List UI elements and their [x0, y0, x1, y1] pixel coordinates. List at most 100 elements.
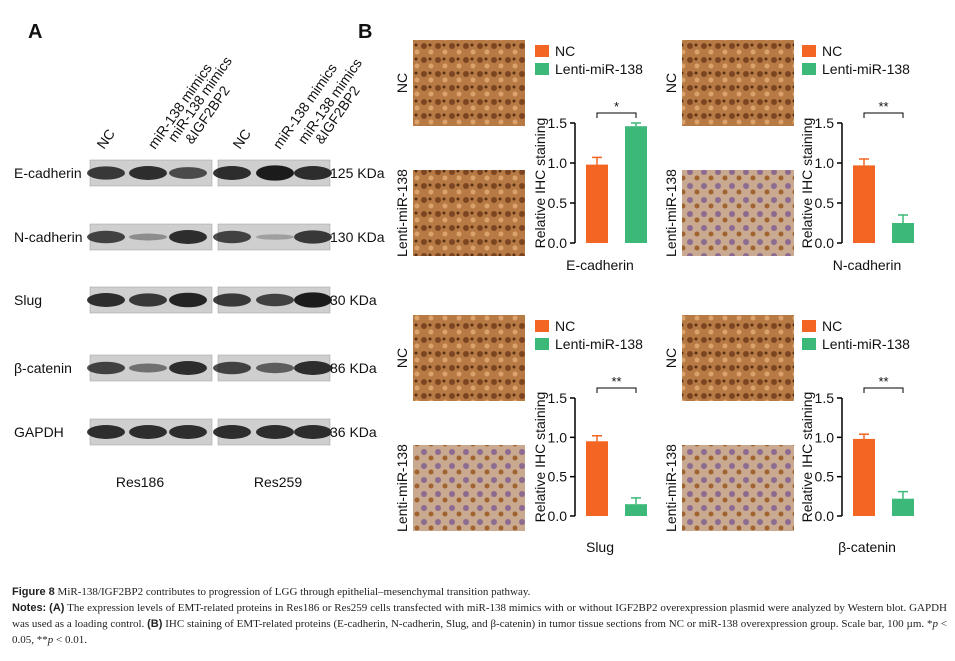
note-italic: p — [932, 618, 938, 630]
legend-swatch — [802, 338, 816, 350]
blot-band — [169, 425, 207, 439]
blot-band — [169, 167, 207, 179]
y-tick-label: 1.5 — [548, 390, 568, 406]
legend-label: Lenti-miR-138 — [822, 336, 910, 352]
caption-title: MiR-138/IGF2BP2 contributes to progressi… — [54, 586, 531, 598]
y-axis-label: Relative IHC staining — [799, 118, 815, 249]
legend-swatch — [802, 320, 816, 332]
legend-label: NC — [555, 318, 575, 334]
protein-label: β-catenin — [14, 360, 72, 376]
size-label: 30 KDa — [330, 292, 377, 308]
ihc-image — [682, 40, 794, 126]
blot-band — [294, 425, 332, 439]
row-label: NC — [394, 73, 410, 93]
size-label: 86 KDa — [330, 360, 377, 376]
bar — [586, 441, 608, 516]
cell-line-label: Res186 — [116, 474, 164, 490]
protein-label: Slug — [14, 292, 42, 308]
row-label: NC — [663, 348, 679, 368]
blot-band — [87, 425, 125, 439]
y-tick-label: 1.0 — [815, 155, 835, 171]
blot-band — [294, 361, 332, 375]
row-label: Lenti-miR-138 — [394, 169, 410, 257]
blot-band — [129, 233, 167, 241]
y-tick-label: 0.5 — [815, 469, 835, 485]
ihc-image — [413, 40, 525, 126]
panel-label: B — [358, 21, 372, 43]
x-axis-label: Slug — [586, 539, 614, 555]
note-text: IHC staining of EMT-related proteins (E-… — [162, 618, 933, 630]
blot-band — [294, 230, 332, 244]
blot-band — [87, 293, 125, 307]
legend-swatch — [535, 320, 549, 332]
legend-swatch — [535, 45, 549, 57]
blot-band — [87, 230, 125, 244]
sig-bracket — [596, 387, 637, 393]
blot-band — [213, 425, 251, 439]
blot-band — [256, 165, 294, 181]
figure: A B E-cadherin 125 KDa N-cadherin 130 KDa Sl… — [14, 21, 914, 555]
legend-label: NC — [822, 318, 842, 334]
y-tick-label: 1.0 — [548, 429, 568, 445]
blot-band — [169, 292, 207, 308]
y-axis-label: Relative IHC staining — [532, 118, 548, 249]
sig-label: * — [614, 99, 619, 114]
blot-band — [213, 166, 251, 180]
blot-band — [294, 166, 332, 180]
protein-label: E-cadherin — [14, 165, 82, 181]
bar — [625, 504, 647, 516]
sig-label: ** — [611, 374, 621, 389]
sig-label: ** — [878, 99, 888, 114]
ihc-image — [682, 315, 794, 401]
y-tick-label: 0.5 — [815, 195, 835, 211]
blot-band — [294, 292, 332, 308]
size-label: 125 KDa — [330, 165, 385, 181]
y-tick-label: 1.0 — [815, 429, 835, 445]
y-tick-label: 0.0 — [548, 508, 568, 524]
y-tick-label: 1.5 — [815, 115, 835, 131]
y-tick-label: 0.5 — [548, 195, 568, 211]
blot-band — [213, 361, 251, 375]
legend-label: Lenti-miR-138 — [822, 61, 910, 77]
note-italic: p — [47, 634, 54, 646]
y-tick-label: 1.5 — [815, 390, 835, 406]
cell-line-label: Res259 — [254, 474, 302, 490]
legend-label: NC — [822, 43, 842, 59]
y-tick-label: 1.0 — [548, 155, 568, 171]
legend-label: Lenti-miR-138 — [555, 336, 643, 352]
blot-band — [213, 293, 251, 307]
note-text: < 0.05, ** — [12, 618, 947, 646]
blot-band — [129, 166, 167, 180]
bar — [853, 438, 875, 516]
note-ref: (B) — [147, 618, 163, 630]
y-axis-label: Relative IHC staining — [799, 392, 815, 523]
blot-band — [213, 230, 251, 244]
y-axis-label: Relative IHC staining — [532, 392, 548, 523]
blot-band — [256, 362, 294, 374]
legend-swatch — [535, 338, 549, 350]
x-axis-label: N-cadherin — [833, 257, 901, 273]
row-label: Lenti-miR-138 — [663, 169, 679, 257]
sig-label: ** — [878, 374, 888, 389]
blot-band — [129, 425, 167, 439]
row-label: Lenti-miR-138 — [663, 444, 679, 532]
blot-band — [256, 234, 294, 240]
protein-label: GAPDH — [14, 424, 64, 440]
y-tick-label: 0.5 — [548, 469, 568, 485]
figure-label: Figure 8 — [12, 586, 55, 598]
x-axis-label: β-catenin — [838, 539, 896, 555]
lane-label: NC — [93, 126, 118, 152]
ihc-image — [682, 170, 794, 256]
blot-band — [129, 363, 167, 373]
legend-swatch — [802, 63, 816, 75]
blot-band — [87, 361, 125, 375]
y-tick-label: 0.0 — [815, 508, 835, 524]
size-label: 130 KDa — [330, 229, 385, 245]
bar — [625, 126, 647, 243]
bar — [586, 164, 608, 243]
bar — [892, 223, 914, 243]
sig-bracket — [863, 387, 904, 393]
blot-band — [256, 293, 294, 307]
row-label: NC — [663, 73, 679, 93]
